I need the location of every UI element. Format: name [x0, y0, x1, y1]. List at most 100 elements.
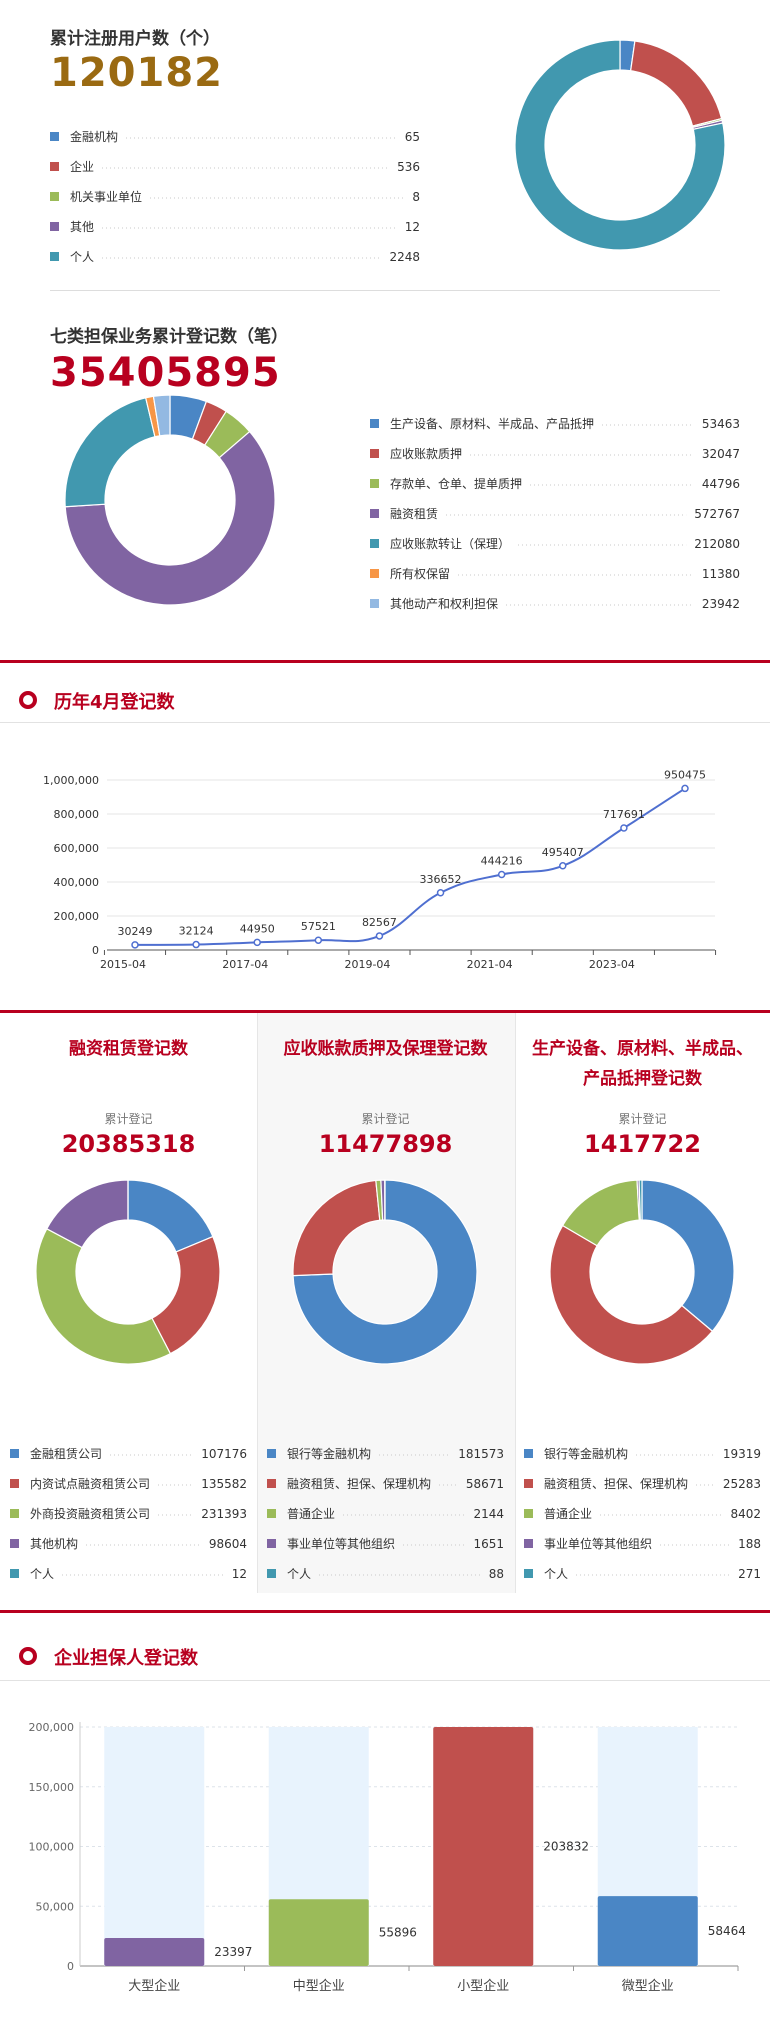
legend-label: 事业单位等其他组织	[544, 1536, 652, 1551]
column-donut-chart: 银行等金融机构 181573 融资租赁、担保、保理机构 58671 普通企业 2144 事业…	[267, 1179, 504, 1581]
legend-swatch	[524, 1449, 533, 1458]
legend-swatch	[370, 419, 379, 428]
column-donut-chart: 银行等金融机构 19319 融资租赁、担保、保理机构 25283 普通企业 8402 事业单…	[524, 1179, 761, 1581]
ring-bullet-icon	[19, 691, 37, 709]
april-title: 历年4月登记数	[54, 692, 175, 713]
legend-label: 融资租赁、担保、保理机构	[544, 1476, 688, 1491]
legend-label: 银行等金融机构	[287, 1446, 371, 1461]
legend-value: 271	[738, 1567, 761, 1581]
column-total: 20385318	[61, 1130, 196, 1158]
legend-value: 53463	[702, 417, 740, 431]
data-point	[131, 941, 139, 949]
y-tick-label: 800,000	[54, 808, 100, 821]
legend-label: 个人	[30, 1567, 54, 1581]
x-tick-label: 小型企业	[457, 1978, 509, 1994]
column-title: 融资租赁登记数	[69, 1039, 188, 1059]
data-label: 44950	[240, 922, 275, 935]
column-total: 11477898	[318, 1130, 453, 1158]
data-label: 55896	[379, 1926, 417, 1940]
legend-value: 135582	[201, 1477, 247, 1491]
legend-label: 生产设备、原材料、半成品、产品抵押	[390, 417, 594, 431]
legend-label: 外商投资融资租赁公司	[30, 1506, 150, 1521]
series-line	[134, 787, 686, 946]
data-point	[620, 824, 628, 832]
donut-slice	[35, 1227, 172, 1365]
legend-value: 12	[232, 1567, 247, 1581]
column-title: 产品抵押登记数	[583, 1069, 702, 1089]
legend-label: 金融租赁公司	[30, 1446, 102, 1461]
legend-value: 19319	[723, 1447, 761, 1461]
column-total: 1417722	[584, 1130, 701, 1158]
legend-swatch	[50, 222, 59, 231]
legend-value: 44796	[702, 477, 740, 491]
legend-swatch	[370, 479, 379, 488]
x-tick-label: 2017-04	[222, 958, 268, 971]
bar-background	[104, 1727, 205, 1966]
legend-swatch	[370, 569, 379, 578]
y-tick-label: 400,000	[54, 876, 100, 889]
bar	[597, 1896, 698, 1966]
legend-swatch	[370, 449, 379, 458]
legend-label: 金融机构	[70, 129, 118, 144]
legend-value: 1651	[473, 1537, 504, 1551]
legend-label: 个人	[287, 1567, 311, 1581]
guarantee-title: 七类担保业务累计登记数（笔）	[50, 327, 288, 347]
legend-label: 普通企业	[544, 1506, 592, 1521]
legend-swatch	[524, 1509, 533, 1518]
legend-swatch	[50, 162, 59, 171]
legend-label: 应收账款转让（保理）	[390, 536, 510, 551]
donut-slice	[629, 40, 723, 127]
section-rule	[0, 660, 770, 663]
x-tick-label: 中型企业	[293, 1978, 345, 1994]
users-title: 累计注册用户数（个）	[50, 29, 220, 49]
legend-value: 231393	[201, 1507, 247, 1521]
users-total: 120182	[50, 50, 223, 96]
x-tick-label: 2015-04	[100, 958, 146, 971]
legend-label: 银行等金融机构	[544, 1446, 628, 1461]
legend-label: 个人	[544, 1567, 568, 1581]
data-point	[192, 940, 200, 949]
column-subtitle: 累计登记	[104, 1112, 153, 1126]
x-tick-label: 大型企业	[128, 1978, 180, 1994]
legend-label: 其他动产和权利担保	[390, 597, 498, 611]
guarantee-total: 35405895	[50, 350, 281, 396]
y-tick-label: 600,000	[54, 842, 100, 855]
y-tick-label: 50,000	[36, 1900, 75, 1913]
data-label: 32124	[179, 925, 214, 938]
legend-swatch	[10, 1479, 19, 1488]
legend-label: 应收账款质押	[390, 446, 462, 461]
donut-slice	[64, 397, 156, 508]
data-point	[253, 938, 261, 947]
column-title: 生产设备、原材料、半成品、	[532, 1039, 753, 1059]
legend-value: 107176	[201, 1447, 247, 1461]
bar	[433, 1727, 534, 1966]
title-underline	[0, 722, 770, 723]
legend-value: 25283	[723, 1477, 761, 1491]
april-line-chart: 0 200,000 400,000 600,000 800,000 1,000,000 20…	[43, 768, 717, 971]
users-chart: 金融机构 65 企业 536 机关事业单位 8 其他 12 个人 2248	[50, 39, 726, 264]
data-label: 82567	[362, 916, 397, 929]
x-tick-label: 2021-04	[467, 958, 513, 971]
legend-label: 机关事业单位	[70, 189, 142, 204]
section-rule	[0, 1610, 770, 1613]
legend-swatch	[370, 539, 379, 548]
legend-label: 其他机构	[30, 1536, 78, 1551]
legend-swatch	[267, 1449, 276, 1458]
legend-swatch	[524, 1539, 533, 1548]
y-tick-label: 100,000	[29, 1841, 75, 1854]
data-label: 950475	[664, 768, 706, 781]
legend-value: 181573	[458, 1447, 504, 1461]
donut-slice	[641, 1179, 735, 1333]
legend-swatch	[50, 252, 59, 261]
legend-label: 融资租赁、担保、保理机构	[287, 1476, 431, 1491]
legend-value: 8	[412, 190, 420, 204]
x-tick-label: 2019-04	[344, 958, 390, 971]
legend-label: 其他	[70, 220, 94, 234]
legend-swatch	[267, 1479, 276, 1488]
legend-swatch	[524, 1569, 533, 1578]
donut-slice	[152, 394, 171, 437]
legend-swatch	[10, 1449, 19, 1458]
data-point	[681, 784, 689, 793]
legend-label: 所有权保留	[390, 567, 450, 581]
legend-value: 2248	[389, 250, 420, 264]
